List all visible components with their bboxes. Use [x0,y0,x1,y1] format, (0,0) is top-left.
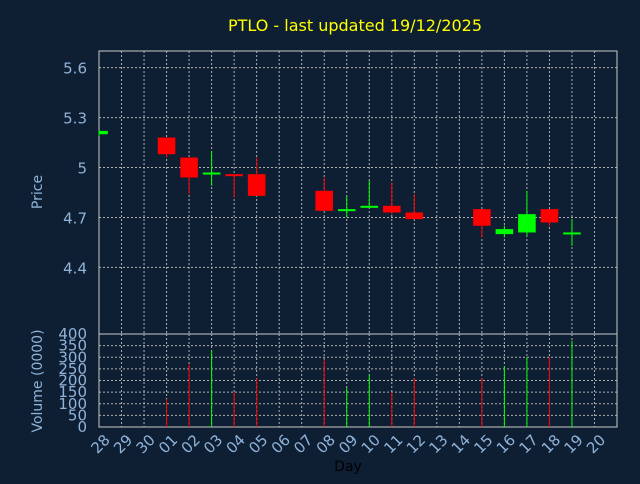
volume-tick-label: 250 [58,360,87,378]
candle-body [180,157,198,178]
volume-panel-frame [98,333,618,428]
x-axis-ticks: 2829300102030405060708091011121314151617… [88,431,610,457]
candle-body [473,209,491,226]
volume-tick-label: 0 [77,418,87,436]
candle-body [563,232,581,235]
candle-body [225,174,243,177]
price-tick-label: 5.3 [63,110,87,128]
price-tick-label: 4.4 [63,259,87,277]
candle-body [518,214,536,233]
candle-body [360,205,379,208]
price-axis-label: Price [30,175,46,209]
volume-tick-label: 350 [58,337,87,355]
price-panel: 4.4 4.7 5 5.3 5.6 Price [30,50,618,335]
candle-body [315,190,334,211]
x-axis-label: Day [334,459,362,475]
volume-axis-label: Volume (0000) [30,329,46,432]
volume-tick-label: 50 [68,406,87,424]
volume-tick-label: 300 [58,348,87,366]
candle-body [337,209,356,212]
volume-tick-label: 200 [58,372,87,390]
candle-body [157,137,176,155]
price-tick-label: 5.6 [63,60,87,78]
volume-tick-label: 400 [58,325,87,343]
volume-tick-label: 100 [58,395,87,413]
candle-body [540,209,559,223]
candle-body [382,205,401,213]
candle-body [495,229,514,235]
candle-body [99,130,108,135]
candle-body [247,174,266,196]
chart-title: PTLO - last updated 19/12/2025 [228,16,482,35]
candle-body [405,212,424,220]
candle-body [202,172,221,175]
price-tick-label: 4.7 [63,209,87,227]
volume-tick-label: 150 [58,383,87,401]
price-tick-label: 5 [77,160,87,178]
